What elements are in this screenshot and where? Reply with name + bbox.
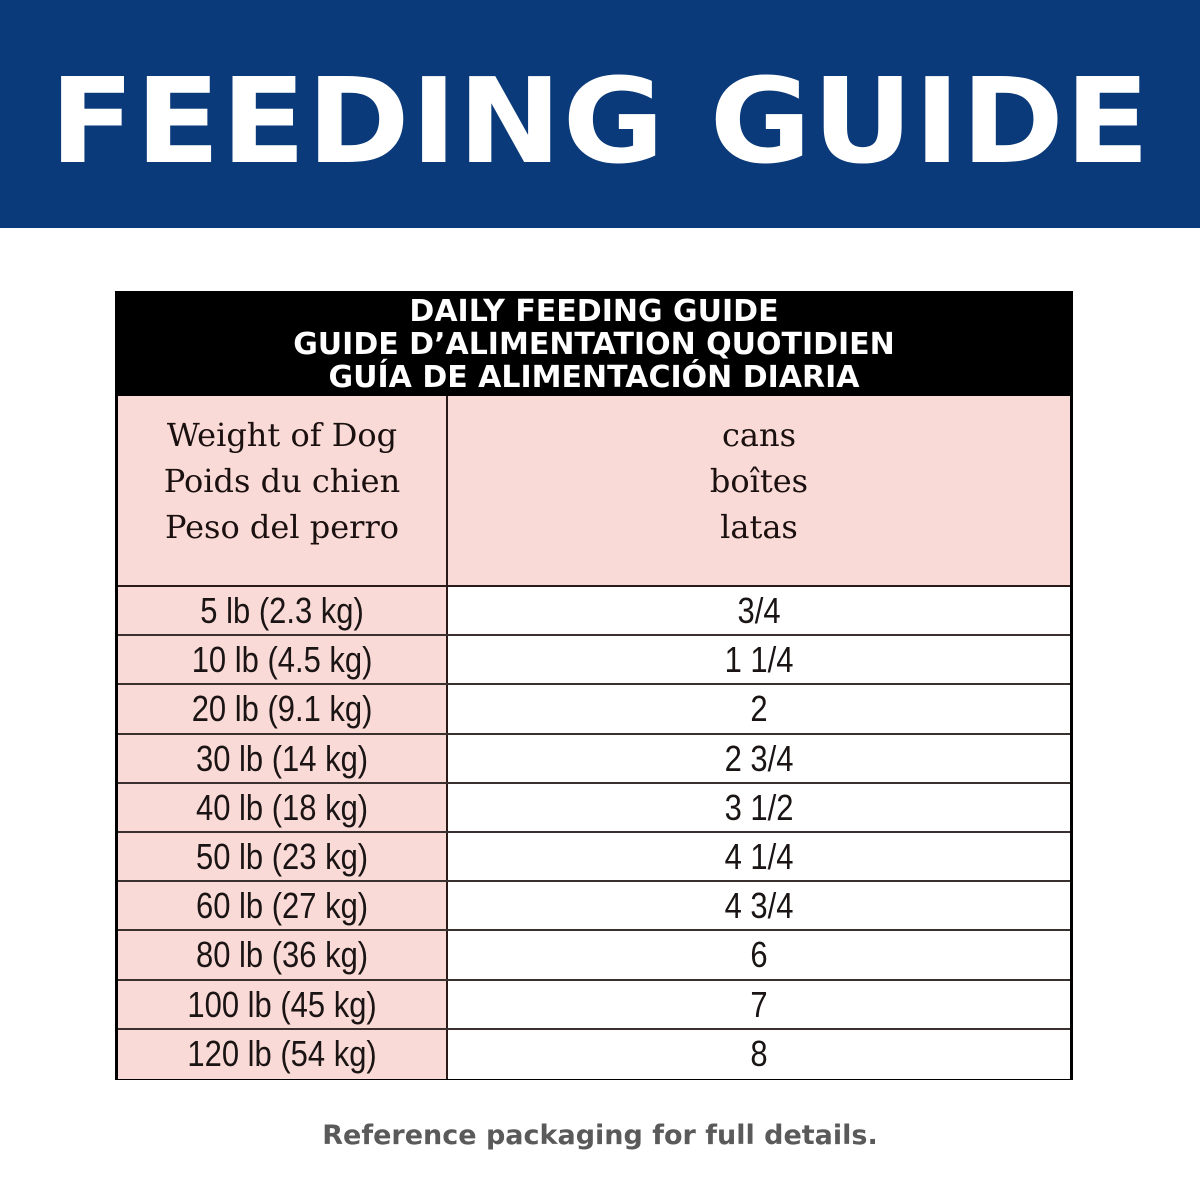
weight-cell: 120 lb (54 kg) bbox=[118, 1029, 448, 1079]
header-banner: FEEDING GUIDE bbox=[0, 0, 1200, 228]
table-title-es: GUÍA DE ALIMENTACIÓN DIARIA bbox=[328, 359, 860, 395]
weight-cell: 10 lb (4.5 kg) bbox=[118, 636, 448, 684]
table-title-en: DAILY FEEDING GUIDE bbox=[409, 293, 779, 329]
table-row: 30 lb (14 kg) 2 3/4 bbox=[118, 734, 1070, 784]
cans-cell: 6 bbox=[448, 931, 1070, 979]
table-row: 80 lb (36 kg) 6 bbox=[118, 931, 1070, 981]
column-header-row: Weight of Dog Poids du chien Peso del pe… bbox=[118, 394, 1070, 587]
column-header-weight-en: Weight of Dog bbox=[166, 415, 398, 454]
cans-cell: 2 3/4 bbox=[448, 734, 1070, 782]
cans-cell: 4 3/4 bbox=[448, 882, 1070, 930]
column-header-amount-es: latas bbox=[720, 507, 798, 546]
table-title: DAILY FEEDING GUIDE GUIDE D’ALIMENTATION… bbox=[118, 294, 1070, 394]
weight-cell: 100 lb (45 kg) bbox=[118, 980, 448, 1028]
cans-cell: 3/4 bbox=[448, 587, 1070, 635]
column-header-weight: Weight of Dog Poids du chien Peso del pe… bbox=[118, 396, 448, 585]
table-row: 60 lb (27 kg) 4 3/4 bbox=[118, 882, 1070, 932]
cans-cell: 1 1/4 bbox=[448, 636, 1070, 684]
column-header-amount-fr: boîtes bbox=[709, 461, 809, 500]
table-title-fr: GUIDE D’ALIMENTATION QUOTIDIEN bbox=[293, 326, 895, 362]
weight-cell: 40 lb (18 kg) bbox=[118, 783, 448, 831]
column-header-weight-fr: Poids du chien bbox=[163, 461, 401, 500]
table-row: 10 lb (4.5 kg) 1 1/4 bbox=[118, 636, 1070, 686]
table-row: 100 lb (45 kg) 7 bbox=[118, 980, 1070, 1030]
table-row: 120 lb (54 kg) 8 bbox=[118, 1029, 1070, 1079]
table-body: 5 lb (2.3 kg) 3/4 10 lb (4.5 kg) 1 1/4 2… bbox=[118, 587, 1070, 1079]
table-row: 50 lb (23 kg) 4 1/4 bbox=[118, 832, 1070, 883]
weight-cell: 5 lb (2.3 kg) bbox=[118, 587, 448, 635]
cans-cell: 3 1/2 bbox=[448, 783, 1070, 831]
cans-cell: 7 bbox=[448, 980, 1070, 1028]
weight-cell: 60 lb (27 kg) bbox=[118, 882, 448, 930]
column-header-amount-en: cans bbox=[721, 415, 797, 454]
cans-cell: 8 bbox=[448, 1029, 1070, 1079]
weight-cell: 50 lb (23 kg) bbox=[118, 832, 448, 881]
table-row: 20 lb (9.1 kg) 2 bbox=[118, 685, 1070, 735]
table-row: 40 lb (18 kg) 3 1/2 bbox=[118, 783, 1070, 833]
weight-cell: 30 lb (14 kg) bbox=[118, 734, 448, 782]
column-header-amount: cans boîtes latas bbox=[448, 396, 1070, 585]
weight-cell: 80 lb (36 kg) bbox=[118, 931, 448, 979]
footnote: Reference packaging for full details. bbox=[322, 1120, 878, 1151]
page-title: FEEDING GUIDE bbox=[49, 52, 1151, 190]
weight-cell: 20 lb (9.1 kg) bbox=[118, 685, 448, 733]
table-row: 5 lb (2.3 kg) 3/4 bbox=[118, 587, 1070, 637]
column-header-weight-es: Peso del perro bbox=[165, 507, 399, 546]
cans-cell: 4 1/4 bbox=[448, 832, 1070, 881]
cans-cell: 2 bbox=[448, 685, 1070, 733]
feeding-table: DAILY FEEDING GUIDE GUIDE D’ALIMENTATION… bbox=[115, 291, 1073, 1080]
